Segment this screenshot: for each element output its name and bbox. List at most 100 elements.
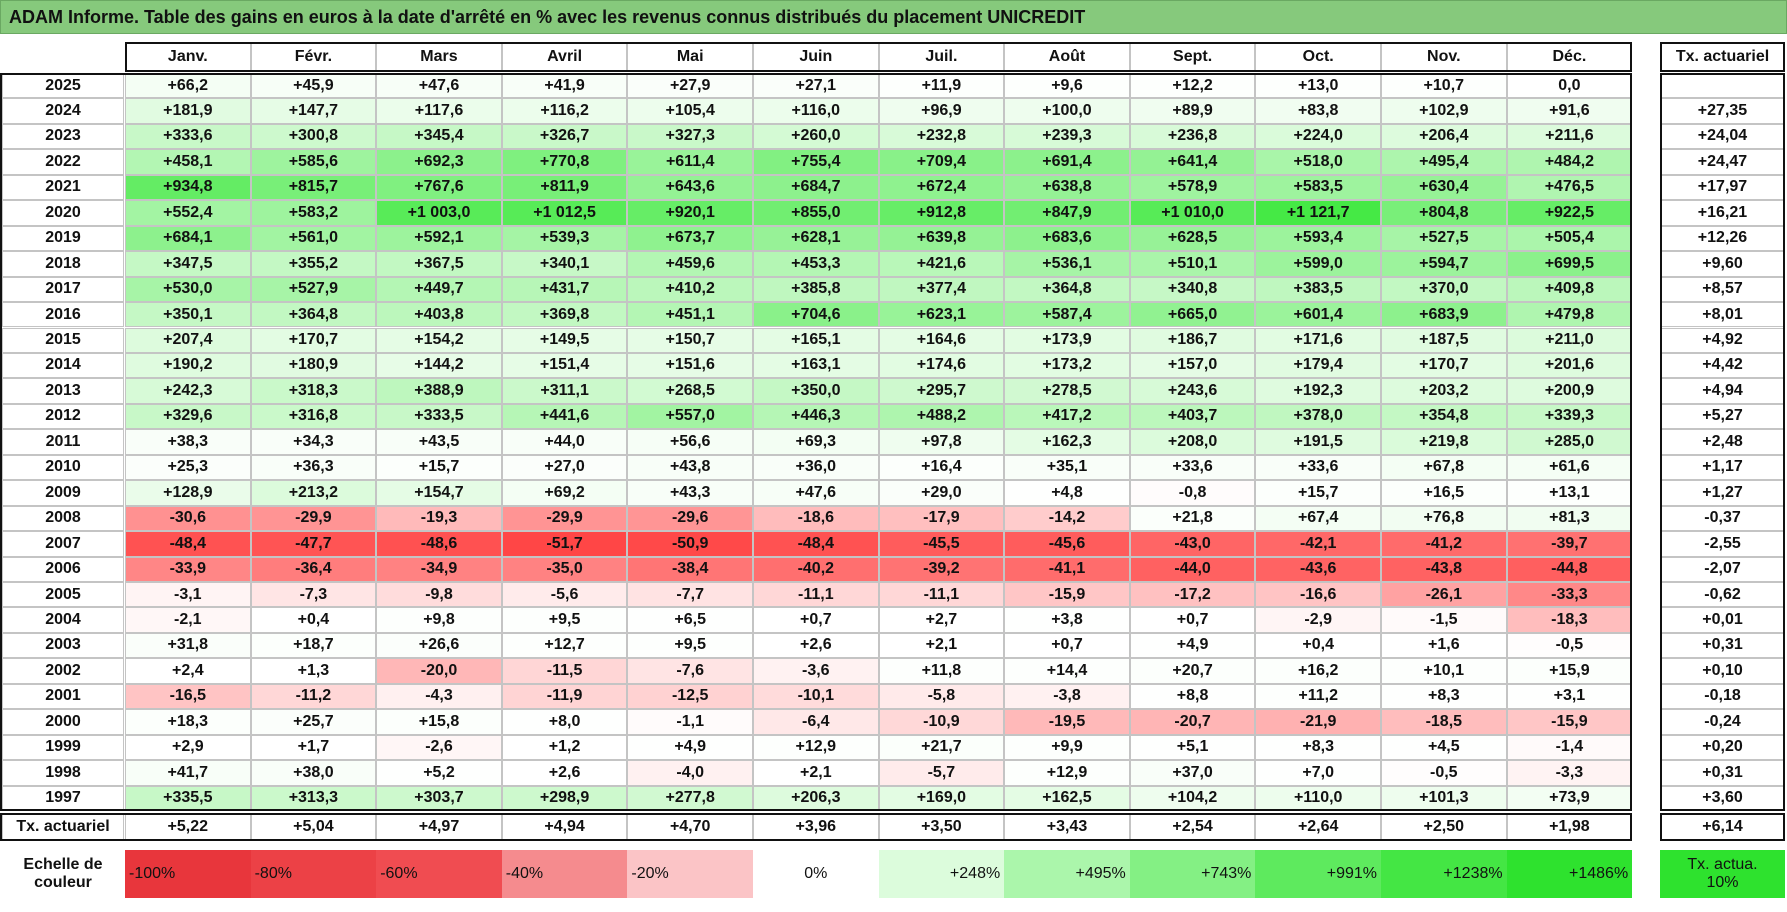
footer-cell: +1,98 [1506,813,1633,842]
value-cell: -38,4 [627,556,753,582]
scale-swatch: -100% [125,850,251,899]
value-cell: +190,2 [125,352,251,379]
footer-cell: +3,43 [1004,813,1130,842]
value-cell: -7,3 [250,582,377,608]
value-cell: +934,8 [125,174,251,201]
value-cell: +173,9 [1004,327,1130,353]
value-cell: -0,5 [1381,760,1507,786]
value-cell: +187,5 [1381,327,1507,353]
value-cell: -41,1 [1004,556,1130,582]
value-cell: -1,4 [1506,734,1633,761]
value-cell: -34,9 [376,556,502,582]
value-cell: +300,8 [250,123,377,150]
value-cell: +316,8 [250,403,377,430]
month-header: Juil. [878,42,1005,72]
value-cell: +192,3 [1255,378,1381,404]
rate-cell: -2,07 [1660,556,1785,582]
value-cell: +38,3 [125,429,251,455]
value-cell: +56,6 [627,429,753,455]
value-cell: +45,9 [250,73,377,99]
value-cell: +144,2 [376,352,502,379]
value-cell: +33,6 [1255,454,1381,481]
year-label: 2009 [2,480,124,506]
value-cell: +318,3 [250,378,377,404]
value-cell: +150,7 [627,327,753,353]
value-cell: +684,1 [125,225,251,252]
value-cell: -3,3 [1506,760,1633,786]
value-cell: +36,3 [250,454,377,481]
value-cell: +38,0 [250,760,377,786]
value-cell: -5,7 [878,760,1005,786]
value-cell: +699,5 [1506,251,1633,277]
value-cell: +340,8 [1129,276,1256,303]
rate-cell: +4,94 [1660,378,1785,404]
rate-cell: +24,47 [1660,149,1785,175]
value-cell: +350,1 [125,302,251,328]
value-cell: +8,8 [1129,683,1256,710]
value-cell: +599,0 [1255,251,1381,277]
value-cell: +811,9 [501,174,628,201]
value-cell: -15,9 [1506,709,1633,735]
value-cell: -43,6 [1255,556,1381,582]
value-cell: -10,1 [753,683,879,710]
value-cell: +27,9 [627,73,753,99]
scale-swatch: +991% [1255,850,1381,899]
value-cell: -11,2 [250,683,377,710]
value-cell: -47,7 [250,531,377,557]
value-cell: +333,5 [376,403,502,430]
month-header: Août [1004,42,1130,72]
month-header: Avril [501,42,628,72]
value-cell: +41,9 [501,73,628,99]
month-header: Mars [376,42,502,72]
value-cell: +3,8 [1004,607,1130,633]
value-cell: -2,9 [1255,607,1381,633]
value-cell: +327,3 [627,123,753,150]
value-cell: +18,7 [250,632,377,659]
value-cell: +557,0 [627,403,753,430]
rate-cell: +5,27 [1660,403,1785,430]
value-cell: +345,4 [376,123,502,150]
value-cell: +242,3 [125,378,251,404]
value-cell: +128,9 [125,480,251,506]
value-cell: +170,7 [1381,352,1507,379]
value-cell: +232,8 [878,123,1005,150]
value-cell: +104,2 [1129,785,1256,812]
value-cell: +691,4 [1004,149,1130,175]
value-cell: +164,6 [878,327,1005,353]
value-cell: -0,5 [1506,632,1633,659]
value-cell: +15,7 [1255,480,1381,506]
value-cell: +186,7 [1129,327,1256,353]
value-cell: -48,4 [753,531,879,557]
year-label: 2018 [2,251,124,277]
value-cell: +165,1 [753,327,879,353]
year-label: 2021 [2,174,124,201]
value-cell: +313,3 [250,785,377,812]
value-cell: +91,6 [1506,98,1633,124]
value-cell: +628,1 [753,225,879,252]
value-cell: -16,5 [125,683,251,710]
value-cell: +10,1 [1381,658,1507,684]
rate-cell: +24,04 [1660,123,1785,150]
footer-cell: +4,94 [501,813,628,842]
value-cell: +163,1 [753,352,879,379]
footer-rate: +6,14 [1660,813,1785,842]
value-cell: +21,7 [878,734,1005,761]
year-label: 2004 [2,607,124,633]
value-cell: -44,0 [1129,556,1256,582]
value-cell: +117,6 [376,98,502,124]
value-cell: +9,5 [627,632,753,659]
year-label: 2010 [2,454,124,481]
value-cell: +171,6 [1255,327,1381,353]
value-cell: +377,4 [878,276,1005,303]
value-cell: 0,0 [1506,73,1633,99]
value-cell: -2,1 [125,607,251,633]
value-cell: +8,3 [1381,683,1507,710]
value-cell: -6,4 [753,709,879,735]
value-cell: +611,4 [627,149,753,175]
value-cell: +403,7 [1129,403,1256,430]
rate-cell: -0,18 [1660,683,1785,710]
year-label: 2016 [2,302,124,328]
value-cell: +211,0 [1506,327,1633,353]
value-cell: +364,8 [1004,276,1130,303]
value-cell: +350,0 [753,378,879,404]
